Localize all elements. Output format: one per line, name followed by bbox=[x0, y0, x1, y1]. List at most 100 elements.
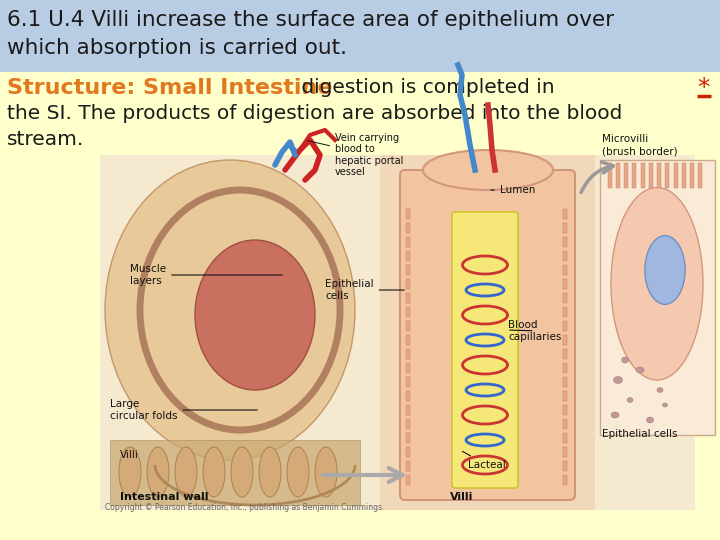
Bar bbox=[665, 163, 669, 188]
Bar bbox=[600, 160, 715, 435]
Bar bbox=[632, 163, 636, 188]
Bar bbox=[563, 475, 567, 485]
Bar bbox=[406, 335, 410, 345]
Bar bbox=[563, 209, 567, 219]
Ellipse shape bbox=[657, 388, 663, 393]
Bar bbox=[563, 419, 567, 429]
Ellipse shape bbox=[621, 357, 629, 363]
Ellipse shape bbox=[613, 376, 623, 383]
Text: Copyright © Pearson Education, Inc., publishing as Benjamin Cummings.: Copyright © Pearson Education, Inc., pub… bbox=[105, 503, 384, 512]
Bar bbox=[406, 321, 410, 331]
Bar bbox=[616, 163, 620, 188]
Bar bbox=[406, 461, 410, 471]
Bar bbox=[649, 163, 653, 188]
Ellipse shape bbox=[259, 447, 281, 497]
Bar bbox=[657, 163, 661, 188]
Ellipse shape bbox=[147, 447, 169, 497]
Text: digestion is completed in: digestion is completed in bbox=[295, 78, 554, 97]
Text: Epithelial cells: Epithelial cells bbox=[602, 429, 678, 439]
FancyArrowPatch shape bbox=[581, 162, 613, 192]
Bar bbox=[624, 163, 628, 188]
Bar bbox=[380, 155, 595, 510]
Bar bbox=[563, 405, 567, 415]
Bar bbox=[563, 279, 567, 289]
Text: 6.1 U.4 Villi increase the surface area of epithelium over: 6.1 U.4 Villi increase the surface area … bbox=[7, 10, 614, 30]
Ellipse shape bbox=[119, 447, 141, 497]
Ellipse shape bbox=[195, 240, 315, 390]
Bar bbox=[406, 433, 410, 443]
Bar bbox=[406, 475, 410, 485]
Bar bbox=[698, 163, 702, 188]
Bar bbox=[563, 307, 567, 317]
Bar bbox=[563, 265, 567, 275]
Text: Large
circular folds: Large circular folds bbox=[110, 399, 257, 421]
Bar bbox=[406, 223, 410, 233]
Text: Structure: Small Intestine: Structure: Small Intestine bbox=[7, 78, 333, 98]
Ellipse shape bbox=[105, 160, 355, 460]
Text: Epithelial
cells: Epithelial cells bbox=[325, 279, 404, 301]
Text: Lacteal: Lacteal bbox=[462, 451, 505, 470]
Bar bbox=[563, 237, 567, 247]
Bar bbox=[690, 163, 694, 188]
Text: stream.: stream. bbox=[7, 130, 84, 149]
Bar bbox=[563, 447, 567, 457]
Ellipse shape bbox=[647, 417, 654, 423]
Bar bbox=[406, 265, 410, 275]
Bar bbox=[563, 223, 567, 233]
Ellipse shape bbox=[423, 150, 553, 190]
Bar bbox=[406, 251, 410, 261]
Ellipse shape bbox=[662, 403, 667, 407]
Bar bbox=[406, 209, 410, 219]
Ellipse shape bbox=[645, 235, 685, 305]
Ellipse shape bbox=[315, 447, 337, 497]
Ellipse shape bbox=[627, 397, 633, 402]
Text: Villi: Villi bbox=[450, 492, 473, 502]
Ellipse shape bbox=[636, 367, 644, 373]
Bar bbox=[608, 163, 612, 188]
Ellipse shape bbox=[287, 447, 309, 497]
Ellipse shape bbox=[611, 412, 619, 418]
Bar bbox=[406, 377, 410, 387]
Ellipse shape bbox=[175, 447, 197, 497]
Bar bbox=[406, 405, 410, 415]
Bar bbox=[563, 363, 567, 373]
Bar bbox=[563, 433, 567, 443]
Bar bbox=[406, 293, 410, 303]
FancyBboxPatch shape bbox=[452, 212, 518, 488]
Bar bbox=[563, 349, 567, 359]
FancyArrowPatch shape bbox=[323, 468, 402, 482]
Bar bbox=[563, 293, 567, 303]
Text: Vein carrying
blood to
hepatic portal
vessel: Vein carrying blood to hepatic portal ve… bbox=[307, 133, 403, 178]
Text: *: * bbox=[698, 76, 710, 100]
Text: Muscle
layers: Muscle layers bbox=[130, 264, 282, 286]
Bar bbox=[563, 377, 567, 387]
Text: Lumen: Lumen bbox=[491, 185, 536, 195]
Bar bbox=[406, 279, 410, 289]
Bar bbox=[406, 349, 410, 359]
Bar bbox=[0, 0, 720, 72]
Bar bbox=[563, 251, 567, 261]
Bar bbox=[641, 163, 645, 188]
Text: Intestinal wall: Intestinal wall bbox=[120, 492, 209, 502]
Bar bbox=[563, 461, 567, 471]
Ellipse shape bbox=[203, 447, 225, 497]
Ellipse shape bbox=[611, 187, 703, 380]
Text: Microvilli
(brush border): Microvilli (brush border) bbox=[602, 134, 678, 156]
Bar bbox=[406, 447, 410, 457]
Bar bbox=[406, 419, 410, 429]
Bar bbox=[110, 440, 360, 505]
Bar bbox=[100, 155, 695, 510]
Bar bbox=[406, 237, 410, 247]
Ellipse shape bbox=[231, 447, 253, 497]
Bar bbox=[406, 391, 410, 401]
Bar bbox=[563, 391, 567, 401]
Bar bbox=[563, 321, 567, 331]
Text: Blood
capillaries: Blood capillaries bbox=[508, 320, 562, 342]
Bar bbox=[682, 163, 686, 188]
Bar bbox=[563, 335, 567, 345]
Text: which absorption is carried out.: which absorption is carried out. bbox=[7, 38, 347, 58]
Bar bbox=[674, 163, 678, 188]
Text: the SI. The products of digestion are absorbed into the blood: the SI. The products of digestion are ab… bbox=[7, 104, 622, 123]
Text: Villi: Villi bbox=[120, 450, 139, 460]
Bar bbox=[406, 363, 410, 373]
